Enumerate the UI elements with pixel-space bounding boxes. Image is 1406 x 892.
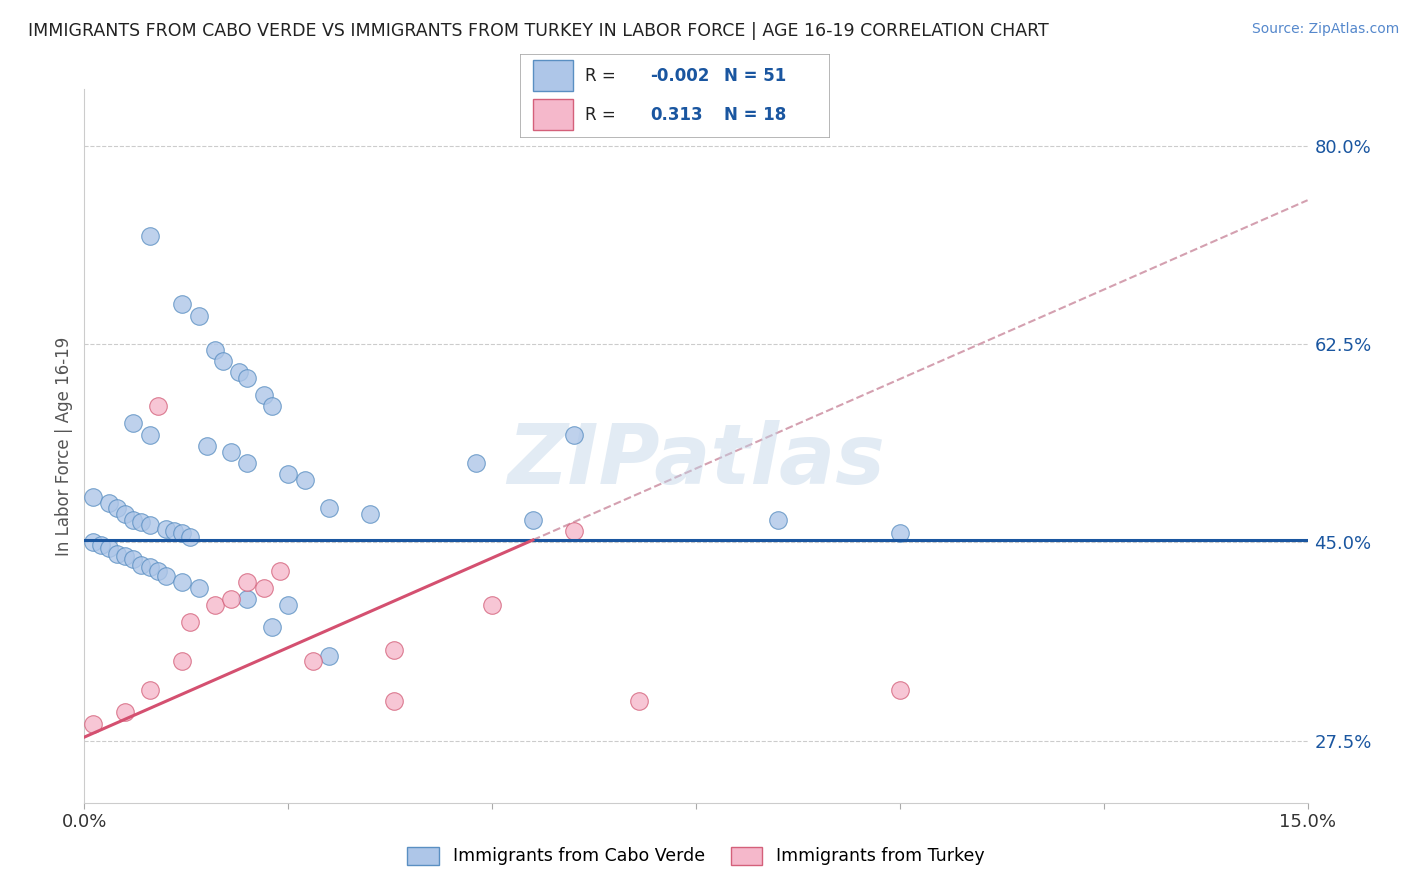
Point [97, 495, 120, 509]
Point [219, 444, 242, 458]
Point [131, 515, 153, 529]
Point [187, 581, 209, 595]
Point [382, 643, 405, 657]
Point [82, 490, 104, 504]
Point [253, 388, 276, 402]
Point [97, 541, 120, 555]
Point [204, 598, 226, 612]
Point [131, 558, 153, 572]
Point [114, 705, 136, 719]
Point [219, 591, 242, 606]
Point [105, 501, 128, 516]
Point [277, 598, 299, 612]
Point [766, 513, 789, 527]
Point [269, 564, 291, 578]
Text: N = 18: N = 18 [724, 105, 786, 123]
FancyBboxPatch shape [520, 54, 830, 138]
Point [146, 564, 169, 578]
Point [82, 716, 104, 731]
Point [301, 654, 323, 668]
Point [172, 654, 194, 668]
Text: N = 51: N = 51 [724, 67, 786, 85]
Point [382, 694, 405, 708]
Point [114, 507, 136, 521]
Point [562, 427, 585, 442]
Point [138, 560, 160, 574]
Point [138, 518, 160, 533]
Point [236, 591, 259, 606]
Point [318, 648, 340, 663]
Text: -0.002: -0.002 [650, 67, 710, 85]
Text: 0.313: 0.313 [650, 105, 703, 123]
Bar [533, 61, 572, 91]
Point [172, 574, 194, 589]
Point [82, 535, 104, 549]
Point [889, 682, 911, 697]
Y-axis label: In Labor Force | Age 16-19: In Labor Force | Age 16-19 [55, 336, 73, 556]
Point [195, 439, 218, 453]
Point [318, 501, 340, 516]
Point [253, 581, 276, 595]
Text: Source: ZipAtlas.com: Source: ZipAtlas.com [1251, 22, 1399, 37]
Point [236, 371, 259, 385]
Point [122, 513, 145, 527]
Point [122, 417, 145, 431]
Point [163, 524, 186, 538]
Point [236, 456, 259, 470]
Point [146, 400, 169, 414]
Point [114, 549, 136, 563]
Point [212, 354, 235, 368]
Point [277, 467, 299, 482]
Point [889, 526, 911, 541]
Point [236, 574, 259, 589]
Point [522, 513, 544, 527]
Point [204, 343, 226, 357]
Text: R =: R = [585, 105, 616, 123]
Point [155, 569, 177, 583]
Point [464, 456, 486, 470]
Legend: Immigrants from Cabo Verde, Immigrants from Turkey: Immigrants from Cabo Verde, Immigrants f… [408, 847, 984, 865]
Point [294, 473, 316, 487]
Point [481, 598, 503, 612]
Point [260, 620, 283, 634]
Text: IMMIGRANTS FROM CABO VERDE VS IMMIGRANTS FROM TURKEY IN LABOR FORCE | AGE 16-19 : IMMIGRANTS FROM CABO VERDE VS IMMIGRANTS… [28, 22, 1049, 40]
Point [138, 427, 160, 442]
Point [627, 694, 650, 708]
Point [260, 400, 283, 414]
Point [187, 309, 209, 323]
Point [359, 507, 381, 521]
Point [138, 682, 160, 697]
Point [562, 524, 585, 538]
Point [105, 547, 128, 561]
Text: ZIPatlas: ZIPatlas [508, 420, 884, 500]
Point [138, 229, 160, 244]
Point [90, 537, 112, 551]
Text: R =: R = [585, 67, 616, 85]
Point [172, 526, 194, 541]
Bar [533, 99, 572, 130]
Point [179, 530, 201, 544]
Point [155, 522, 177, 536]
Point [122, 552, 145, 566]
Point [172, 297, 194, 311]
Point [228, 365, 250, 379]
Point [179, 615, 201, 629]
